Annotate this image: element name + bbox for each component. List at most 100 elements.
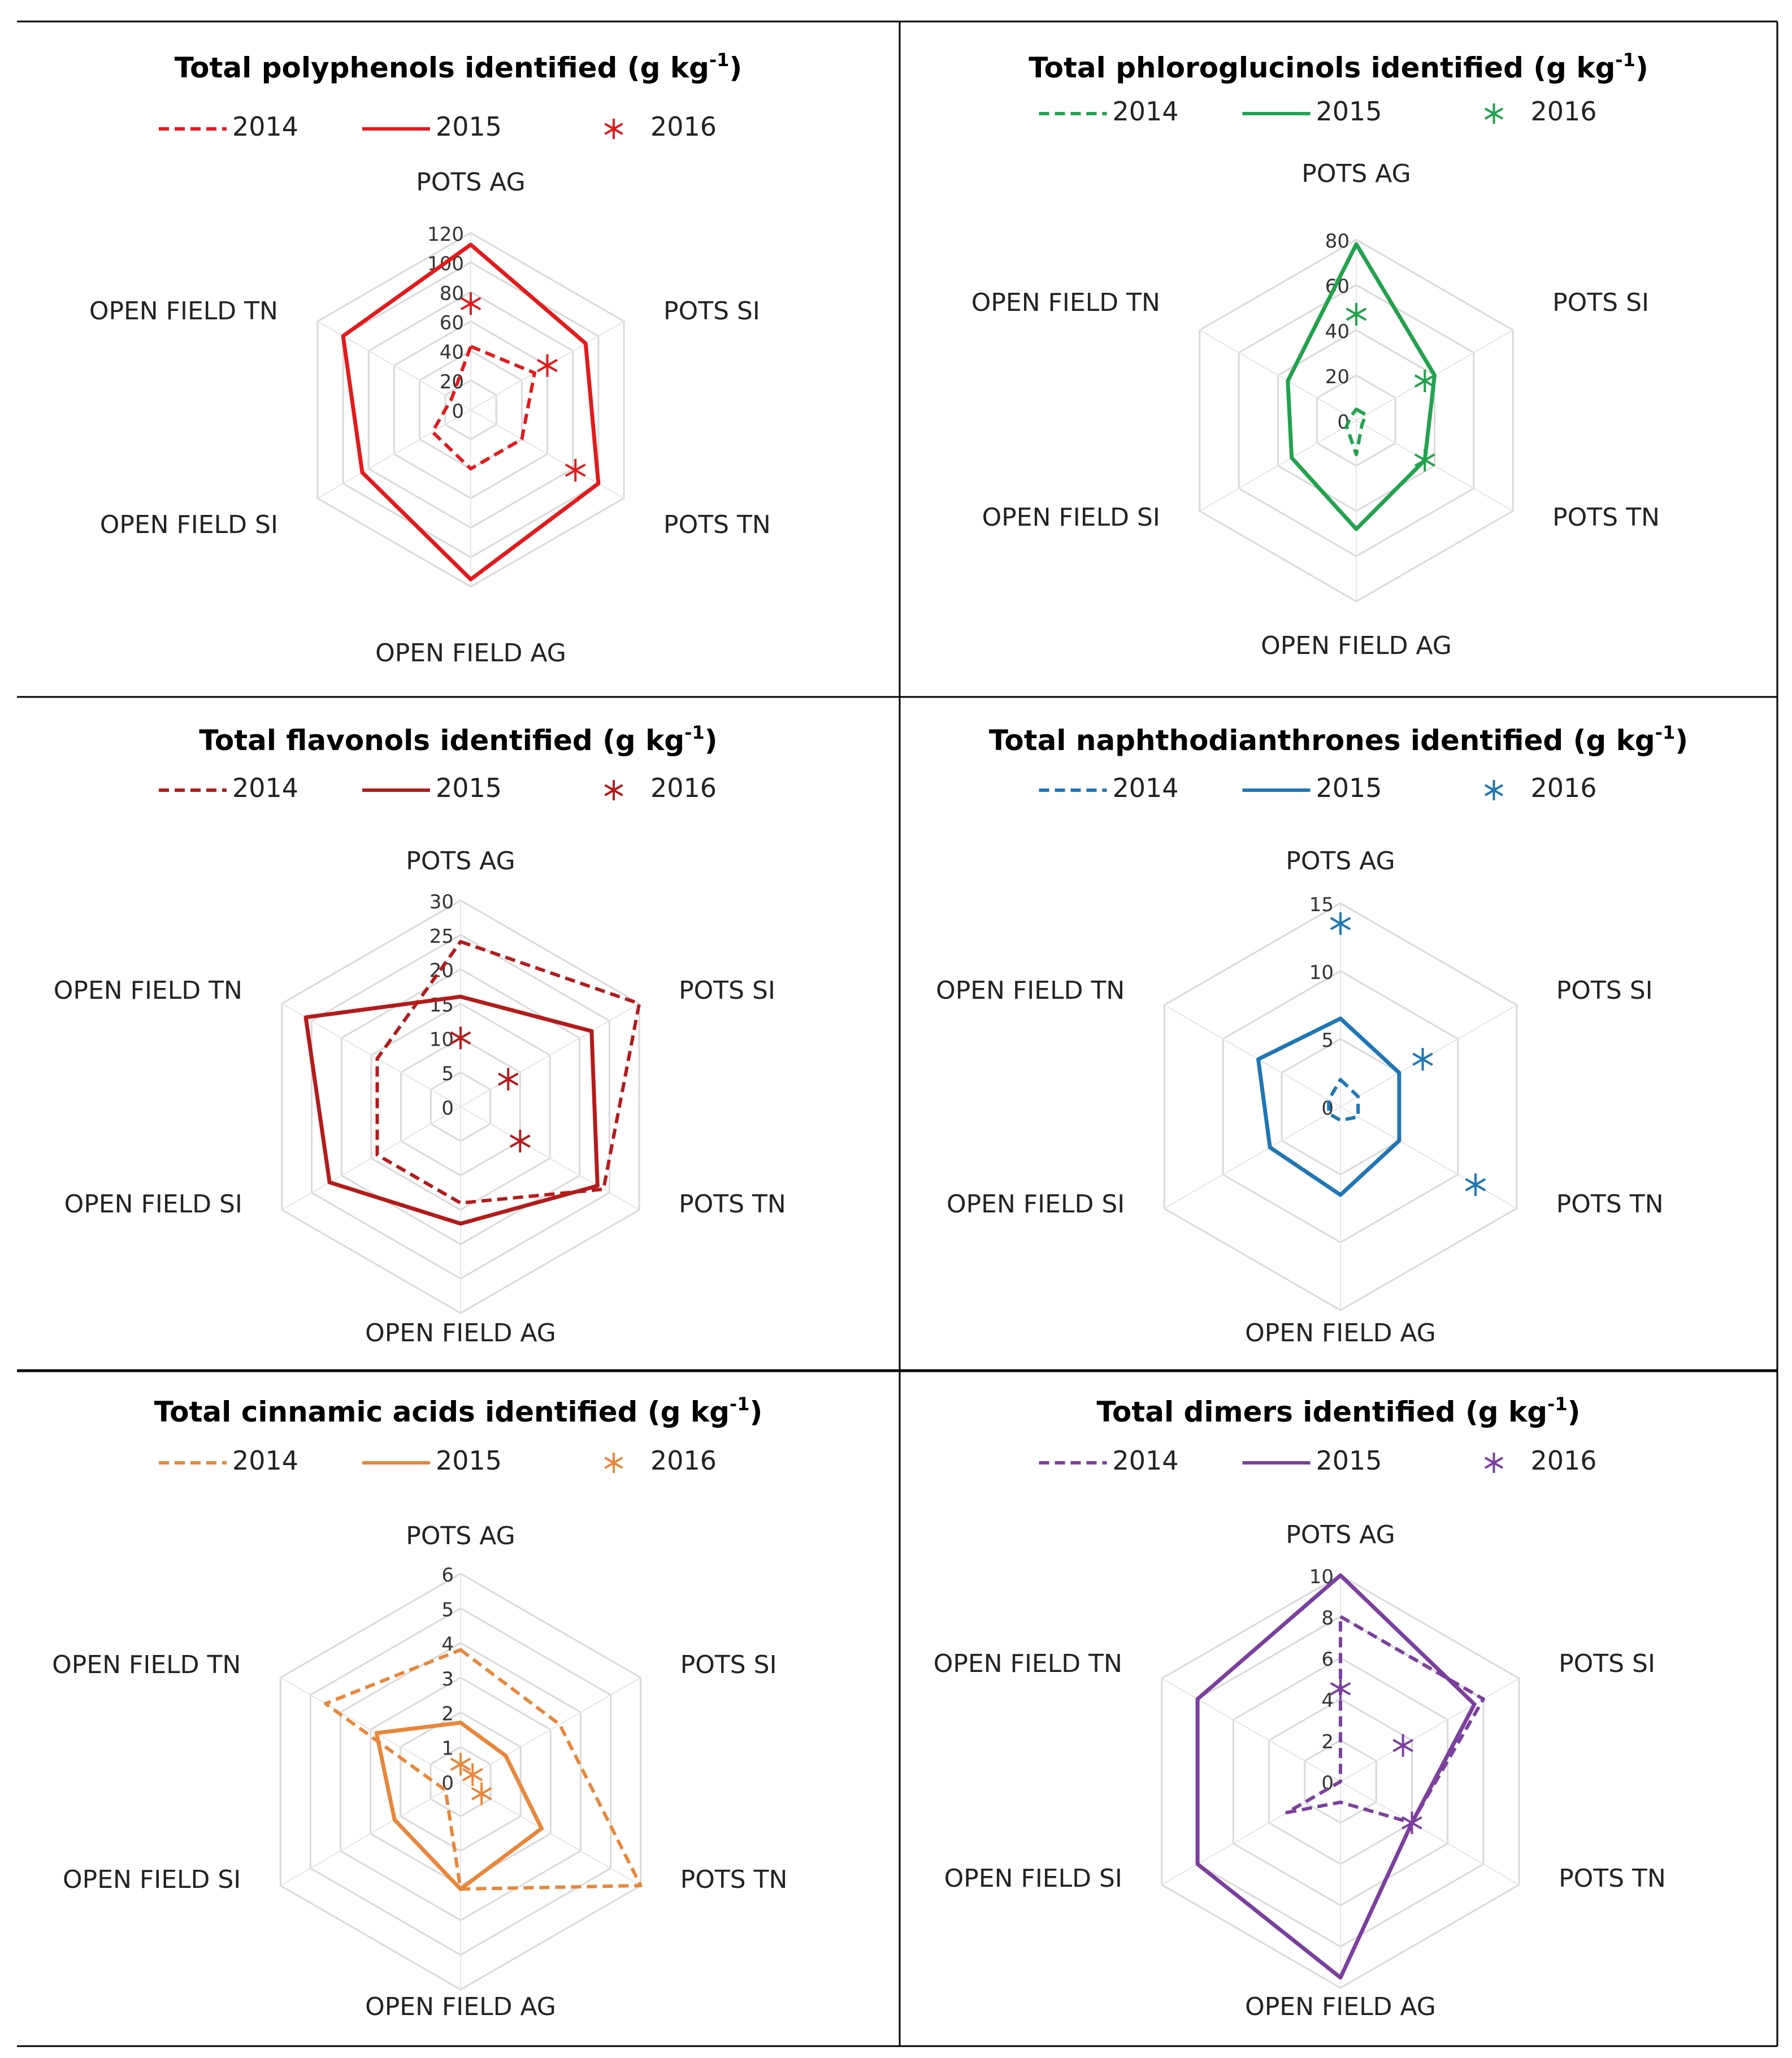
tick-label: 6 — [1321, 1648, 1334, 1671]
legend-label-2015: 2015 — [436, 773, 502, 803]
data-point-2016 — [1414, 449, 1435, 471]
legend-label-2014: 2014 — [1113, 773, 1179, 803]
radar-chart: Total cinnamic acids identified (g kg-1)… — [52, 1393, 788, 2021]
axis-label-open-field-si: OPEN FIELD SI — [944, 1864, 1122, 1893]
radar-spoke — [1161, 1678, 1341, 1782]
axis-label-pots-si: POTS SI — [1556, 976, 1653, 1005]
data-point-2016 — [1402, 1812, 1422, 1834]
axis-label-open-field-si: OPEN FIELD SI — [64, 1190, 242, 1219]
axis-label-open-field-ag: OPEN FIELD AG — [1261, 631, 1452, 660]
axis-label-pots-si: POTS SI — [679, 976, 775, 1005]
series-line-2014 — [431, 344, 536, 471]
axis-label-open-field-tn: OPEN FIELD TN — [54, 976, 242, 1005]
data-point-2016 — [565, 458, 586, 482]
radar-chart: Total polyphenols identified (g kg-1) 201… — [89, 49, 771, 668]
tick-label: 6 — [441, 1564, 454, 1587]
legend: 2014 2015 2016 — [1039, 96, 1597, 127]
tick-label: 0 — [441, 1097, 454, 1120]
axis-label-open-field-tn: OPEN FIELD TN — [934, 1649, 1122, 1678]
tick-label: 80 — [1325, 230, 1350, 253]
legend: 2014 2015 2016 — [159, 1445, 717, 1476]
axis-label-open-field-si: OPEN FIELD SI — [982, 503, 1160, 532]
legend-label-2015: 2015 — [1316, 1445, 1382, 1476]
axis-label-pots-si: POTS SI — [1552, 288, 1649, 317]
legend-marker-2016 — [1484, 1453, 1504, 1473]
radar-spoke — [280, 1781, 461, 1886]
chart-title: Total flavonols identified (g kg-1) — [199, 722, 717, 757]
axis-label-open-field-ag: OPEN FIELD AG — [375, 639, 566, 668]
legend: 2014 2015 2016 — [1039, 1445, 1597, 1476]
radar-chart-panel: Total cinnamic acids identified (g kg-1)… — [17, 1371, 900, 2046]
data-point-2016 — [537, 354, 558, 377]
tick-label: 80 — [440, 282, 464, 305]
axis-label-pots-tn: POTS TN — [680, 1865, 788, 1894]
tick-label: 60 — [440, 312, 464, 335]
radar-spoke — [460, 1677, 641, 1782]
axis-label-pots-ag: POTS AG — [406, 847, 515, 876]
series-line-2014 — [375, 940, 641, 1205]
axis-label-pots-tn: POTS TN — [663, 510, 771, 539]
radar-spoke — [281, 1003, 461, 1107]
legend-label-2014: 2014 — [232, 1445, 298, 1476]
tick-label: 0 — [441, 1772, 454, 1795]
tick-label: 1 — [441, 1738, 454, 1760]
data-point-2016 — [450, 1753, 471, 1776]
data-point-2016 — [1414, 370, 1435, 392]
legend: 2014 2015 2016 — [159, 773, 717, 803]
axis-label-open-field-tn: OPEN FIELD TN — [89, 297, 278, 326]
legend-label-2016: 2016 — [1531, 773, 1597, 803]
radar-spoke — [1340, 1678, 1520, 1782]
chart-title: Total phloroglucinols identified (g kg-1… — [1029, 49, 1648, 84]
data-point-2016 — [462, 1763, 483, 1786]
data-point-2016 — [1412, 1048, 1433, 1071]
series-line-2015 — [1256, 1016, 1402, 1197]
legend-marker-2016 — [604, 780, 623, 800]
axis-label-open-field-ag: OPEN FIELD AG — [365, 1992, 556, 2021]
tick-label: 40 — [440, 341, 464, 364]
legend-label-2014: 2014 — [1113, 96, 1179, 127]
data-point-2016 — [497, 1068, 519, 1091]
series-line-2014 — [1327, 1078, 1360, 1122]
axis-label-open-field-si: OPEN FIELD SI — [100, 510, 278, 539]
tick-label: 8 — [1321, 1607, 1334, 1630]
tick-label: 25 — [429, 925, 454, 948]
axis-label-pots-si: POTS SI — [663, 297, 760, 326]
tick-label: 120 — [427, 223, 464, 246]
legend-marker-2016 — [604, 1453, 623, 1473]
tick-label: 5 — [1321, 1029, 1334, 1052]
radar-spoke — [1199, 420, 1357, 512]
tick-label: 2 — [1321, 1731, 1334, 1753]
radar-chart: Total naphthodianthrones identified (g k… — [936, 722, 1688, 1348]
tick-label: 5 — [441, 1598, 454, 1621]
axis-label-open-field-tn: OPEN FIELD TN — [52, 1650, 241, 1679]
data-point-2016 — [1346, 303, 1367, 326]
radar-spoke — [1340, 1781, 1520, 1886]
radar-spoke — [1164, 1106, 1341, 1209]
data-point-2016 — [1392, 1734, 1413, 1757]
series-line-2015 — [1195, 1573, 1477, 1980]
legend-marker-2016 — [1484, 780, 1504, 800]
data-point-2016 — [460, 292, 481, 315]
chart-title: Total cinnamic acids identified (g kg-1) — [154, 1393, 763, 1428]
radar-spoke — [1199, 330, 1357, 421]
legend-label-2016: 2016 — [650, 773, 717, 803]
radar-spoke — [281, 1106, 461, 1211]
legend-label-2015: 2015 — [436, 1445, 502, 1476]
chart-title: Total dimers identified (g kg-1) — [1097, 1393, 1581, 1428]
axis-label-open-field-tn: OPEN FIELD TN — [971, 288, 1160, 317]
legend-label-2015: 2015 — [436, 111, 502, 142]
tick-label: 4 — [441, 1634, 454, 1656]
chart-title: Total polyphenols identified (g kg-1) — [175, 49, 743, 84]
tick-label: 5 — [441, 1063, 454, 1085]
axis-label-pots-si: POTS SI — [1559, 1649, 1655, 1678]
radar-chart-panel: Total naphthodianthrones identified (g k… — [900, 697, 1777, 1371]
data-point-2016 — [1465, 1173, 1486, 1196]
tick-label: 0 — [452, 400, 464, 423]
radar-chart-panel: Total dimers identified (g kg-1) 2014 2015… — [900, 1371, 1777, 2046]
radar-grid — [316, 232, 625, 588]
radar-spoke — [460, 1003, 640, 1107]
axis-label-open-field-si: OPEN FIELD SI — [63, 1865, 241, 1894]
data-point-2016 — [450, 1026, 471, 1050]
axis-label-open-field-ag: OPEN FIELD AG — [1245, 1992, 1436, 2021]
